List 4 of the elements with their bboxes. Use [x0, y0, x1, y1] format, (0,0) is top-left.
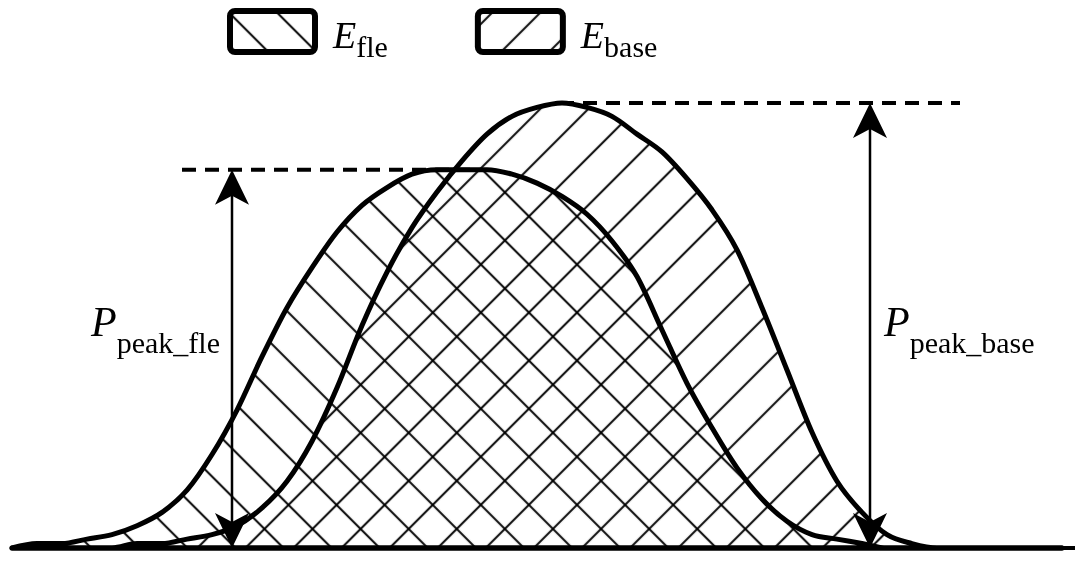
annotation: P$_{peak_fle}$: [90, 299, 220, 359]
legend-label: E$_{base}$: [579, 14, 658, 63]
annotation: P$_{peak_base}$: [883, 299, 1035, 359]
legend-label: E$_{fle}$: [332, 14, 388, 63]
